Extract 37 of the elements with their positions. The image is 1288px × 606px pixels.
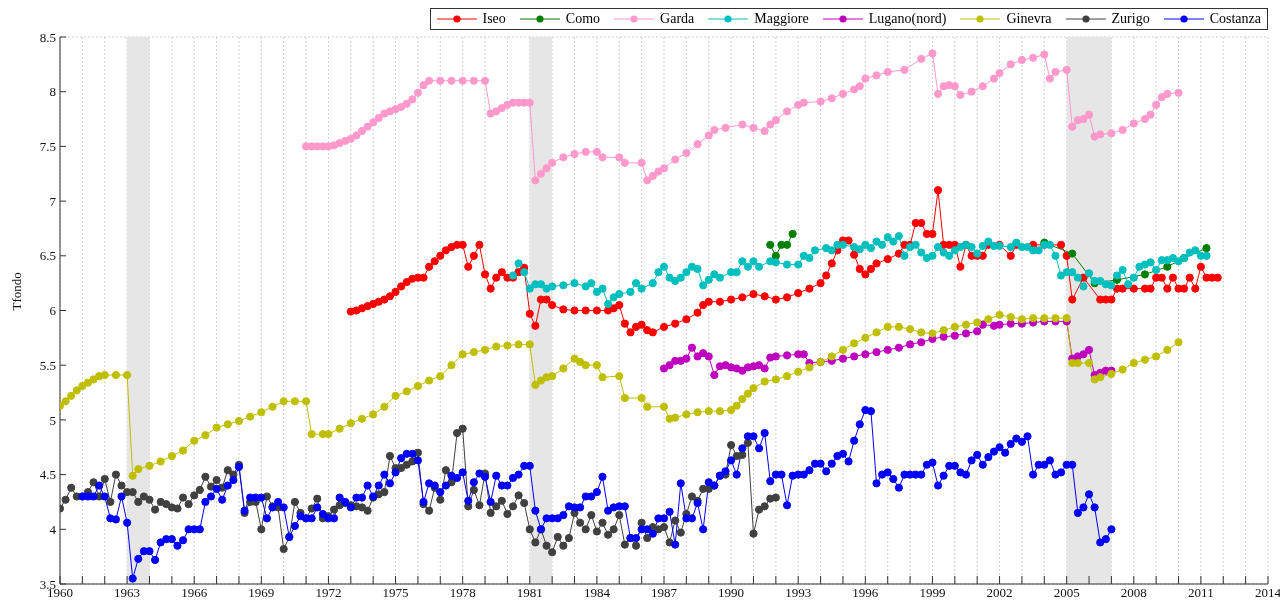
legend-label: Maggiore (754, 11, 809, 27)
y-tick-label: 5.5 (39, 357, 56, 373)
x-tick-label: 2008 (1120, 585, 1147, 601)
y-tick-label: 6 (49, 303, 57, 319)
x-tick-label: 2014 (1255, 585, 1282, 601)
legend-label: Garda (660, 11, 695, 27)
x-tick-label: 1969 (248, 585, 275, 601)
x-tick-label: 1978 (449, 585, 476, 601)
legend-label: Ginevra (1006, 11, 1052, 27)
x-tick-label: 1990 (718, 585, 745, 601)
x-tick-label: 1993 (785, 585, 812, 601)
y-tick-label: 8 (49, 84, 56, 100)
y-tick-label: 6.5 (39, 248, 56, 264)
x-tick-label: 1984 (583, 585, 611, 601)
y-tick-label: 7 (49, 193, 57, 209)
x-tick-label: 2005 (1053, 585, 1080, 601)
y-axis-title: Tfondo (8, 272, 24, 311)
y-tick-label: 5 (49, 412, 56, 428)
legend-label: Iseo (482, 11, 506, 27)
y-tick-label: 4 (49, 521, 57, 537)
legend-label: Zurigo (1111, 11, 1150, 27)
x-tick-label: 1999 (919, 585, 946, 601)
x-tick-label: 1987 (651, 585, 678, 601)
x-tick-label: 1996 (852, 585, 879, 601)
x-tick-label: 1981 (516, 585, 543, 601)
y-tick-label: 7.5 (39, 139, 56, 155)
x-tick-label: 2011 (1188, 585, 1214, 601)
x-tick-label: 2002 (986, 585, 1013, 601)
y-tick-label: 8.5 (39, 29, 56, 45)
x-tick-label: 1972 (315, 585, 342, 601)
x-tick-label: 1966 (181, 585, 208, 601)
legend-label: Costanza (1209, 11, 1261, 27)
y-tick-label: 4.5 (39, 467, 56, 483)
x-tick-label: 1975 (382, 585, 409, 601)
legend-label: Lugano(nord) (868, 11, 947, 27)
legend-label: Como (565, 11, 601, 27)
x-tick-label: 1963 (114, 585, 141, 601)
